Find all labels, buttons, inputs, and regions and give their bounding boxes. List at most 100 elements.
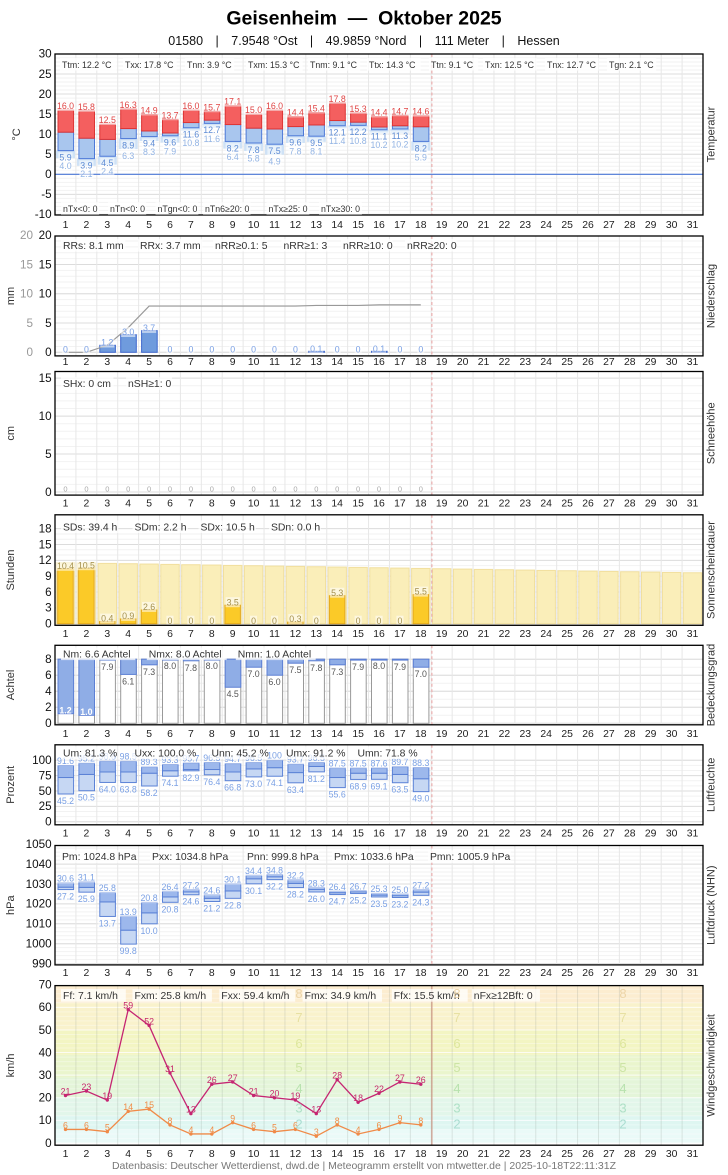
svg-text:24: 24 xyxy=(540,829,552,840)
svg-text:23: 23 xyxy=(520,1149,532,1160)
svg-text:0: 0 xyxy=(356,345,361,355)
svg-text:Fxx: 59.4 km/h: Fxx: 59.4 km/h xyxy=(221,991,289,1002)
svg-text:6: 6 xyxy=(167,357,173,368)
svg-text:20: 20 xyxy=(20,229,34,242)
svg-text:11.3: 11.3 xyxy=(392,131,409,141)
svg-text:5.8: 5.8 xyxy=(247,154,259,164)
svg-text:7: 7 xyxy=(619,1010,626,1025)
svg-text:8: 8 xyxy=(209,357,215,368)
svg-text:24.6: 24.6 xyxy=(182,897,199,907)
svg-text:6: 6 xyxy=(167,629,173,640)
svg-text:Nmx: 8.0 Achtel: Nmx: 8.0 Achtel xyxy=(149,649,222,660)
svg-text:6: 6 xyxy=(377,1120,382,1130)
svg-text:0.4: 0.4 xyxy=(101,614,113,624)
svg-text:26: 26 xyxy=(582,357,594,368)
svg-text:7.8: 7.8 xyxy=(247,145,259,155)
svg-text:21: 21 xyxy=(478,357,490,368)
svg-text:3.7: 3.7 xyxy=(143,323,155,333)
svg-text:63.8: 63.8 xyxy=(120,785,137,795)
svg-text:4: 4 xyxy=(295,1081,302,1096)
svg-text:24: 24 xyxy=(540,629,552,640)
svg-text:7.8: 7.8 xyxy=(185,663,197,673)
svg-text:25.2: 25.2 xyxy=(350,896,367,906)
svg-text:3: 3 xyxy=(104,829,110,840)
svg-text:7.3: 7.3 xyxy=(331,667,343,677)
svg-text:6: 6 xyxy=(167,1149,173,1160)
svg-text:13: 13 xyxy=(311,1105,321,1115)
svg-text:23: 23 xyxy=(520,357,532,368)
svg-text:14.4: 14.4 xyxy=(287,108,304,118)
svg-text:7.8: 7.8 xyxy=(289,146,301,156)
svg-text:Uxx: 100.0 %: Uxx: 100.0 % xyxy=(135,748,197,759)
svg-text:30: 30 xyxy=(666,968,678,979)
svg-text:28: 28 xyxy=(624,829,636,840)
svg-text:10: 10 xyxy=(248,729,260,740)
svg-text:12.7: 12.7 xyxy=(203,125,220,135)
svg-text:12: 12 xyxy=(290,357,302,368)
svg-text:0: 0 xyxy=(45,486,52,499)
svg-text:20: 20 xyxy=(39,1092,53,1105)
svg-text:nSH≥1: 0: nSH≥1: 0 xyxy=(128,379,171,390)
svg-text:Pmn: 1005.9 hPa: Pmn: 1005.9 hPa xyxy=(430,852,511,863)
svg-text:6.0: 6.0 xyxy=(268,677,280,687)
svg-text:26: 26 xyxy=(582,968,594,979)
svg-text:7: 7 xyxy=(188,829,194,840)
svg-text:0.9: 0.9 xyxy=(122,611,134,621)
svg-text:17: 17 xyxy=(394,629,406,640)
svg-text:2: 2 xyxy=(619,1116,626,1131)
svg-text:14: 14 xyxy=(331,357,343,368)
svg-text:31: 31 xyxy=(687,357,699,368)
svg-text:9.6: 9.6 xyxy=(164,138,176,148)
svg-text:30: 30 xyxy=(39,1069,53,1082)
svg-text:15: 15 xyxy=(352,1149,364,1160)
svg-text:10.2: 10.2 xyxy=(391,139,408,149)
svg-text:0: 0 xyxy=(397,345,402,355)
svg-text:17.8: 17.8 xyxy=(329,94,346,104)
svg-text:6.4: 6.4 xyxy=(227,152,239,162)
svg-text:Ttx: 14.3 °C: Ttx: 14.3 °C xyxy=(369,60,416,70)
svg-text:8: 8 xyxy=(168,1116,173,1126)
svg-text:12: 12 xyxy=(290,220,302,231)
svg-text:0.1: 0.1 xyxy=(310,344,322,354)
svg-text:19: 19 xyxy=(436,829,448,840)
svg-text:0: 0 xyxy=(63,485,67,494)
svg-text:10.0: 10.0 xyxy=(141,926,158,936)
svg-text:Pmx: 1033.6 hPa: Pmx: 1033.6 hPa xyxy=(334,852,414,863)
svg-text:4: 4 xyxy=(125,968,131,979)
svg-text:24: 24 xyxy=(540,729,552,740)
svg-text:15: 15 xyxy=(352,829,364,840)
svg-text:4: 4 xyxy=(453,1081,460,1096)
svg-text:21: 21 xyxy=(61,1086,71,1096)
svg-text:22: 22 xyxy=(499,1149,511,1160)
svg-text:7.9: 7.9 xyxy=(101,662,113,672)
svg-text:11: 11 xyxy=(269,729,280,740)
svg-text:nTx<0: 0: nTx<0: 0 xyxy=(63,204,98,214)
svg-text:14: 14 xyxy=(331,968,343,979)
svg-text:21.2: 21.2 xyxy=(203,904,220,914)
svg-text:1050: 1050 xyxy=(26,838,53,851)
svg-text:1.2: 1.2 xyxy=(59,706,71,716)
svg-text:24: 24 xyxy=(540,1149,552,1160)
svg-text:12: 12 xyxy=(39,554,52,567)
svg-text:7: 7 xyxy=(295,1010,302,1025)
svg-text:18: 18 xyxy=(415,498,427,509)
svg-text:3.0: 3.0 xyxy=(122,327,134,337)
svg-text:28.3: 28.3 xyxy=(308,878,325,888)
svg-text:31: 31 xyxy=(687,220,699,231)
svg-text:76.4: 76.4 xyxy=(203,777,220,787)
svg-text:50.5: 50.5 xyxy=(78,793,95,803)
svg-text:3: 3 xyxy=(104,1149,110,1160)
svg-text:0: 0 xyxy=(252,485,256,494)
svg-text:0: 0 xyxy=(45,1137,52,1150)
svg-text:11: 11 xyxy=(269,1149,280,1160)
svg-text:6: 6 xyxy=(167,968,173,979)
svg-text:1: 1 xyxy=(63,357,69,368)
svg-text:0: 0 xyxy=(314,616,319,626)
svg-text:8.0: 8.0 xyxy=(164,661,176,671)
svg-text:22: 22 xyxy=(499,629,511,640)
svg-text:10: 10 xyxy=(39,1114,53,1127)
svg-text:14.6: 14.6 xyxy=(412,107,429,117)
svg-text:14: 14 xyxy=(331,220,343,231)
svg-text:Luftfeuchte: Luftfeuchte xyxy=(706,758,718,812)
svg-text:7: 7 xyxy=(188,498,194,509)
